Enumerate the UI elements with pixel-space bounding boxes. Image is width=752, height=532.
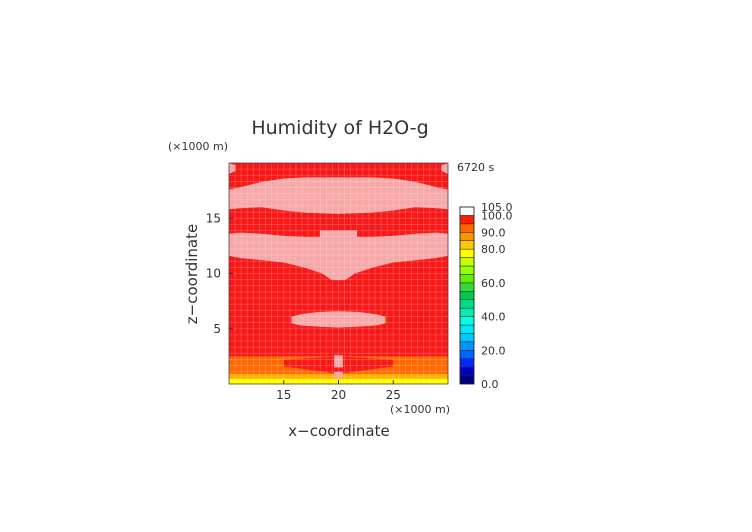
- colorbar-band: [459, 215, 475, 225]
- colorbar-tick-label: 100.0: [481, 209, 513, 222]
- colorbar-band: [459, 324, 475, 334]
- colorbar-band: [459, 299, 475, 309]
- x-tick-label: 25: [386, 388, 401, 402]
- supersaturated-middle-band: [229, 230, 448, 281]
- x-tick-label: 20: [331, 388, 346, 402]
- x-axis-label: x−coordinate: [288, 422, 389, 440]
- colorbar-band: [459, 240, 475, 250]
- colorbar-band: [459, 366, 475, 376]
- colorbar-band: [459, 282, 475, 292]
- y-tick-label: 10: [206, 267, 221, 281]
- colorbar-band: [459, 223, 475, 233]
- colorbar-tick-label: 20.0: [481, 344, 506, 357]
- colorbar-band: [459, 350, 475, 359]
- colorbar-tick-label: 105.0: [481, 201, 513, 214]
- colorbar-tick-label: 0.0: [481, 378, 499, 391]
- colorbar-band: [459, 307, 475, 317]
- colorbar-band: [459, 316, 475, 326]
- central-column-notch: [327, 367, 350, 372]
- central-column: [334, 355, 343, 378]
- colorbar-band: [459, 257, 475, 267]
- supersaturated-upper-band: [229, 177, 448, 214]
- colorbar-band: [459, 341, 475, 351]
- colorbar-tick-label: 40.0: [481, 311, 506, 324]
- axes: 15 20 25 5 10 15: [206, 162, 449, 402]
- supersaturated-lower-band: [291, 311, 386, 328]
- colorbar-band: [459, 274, 475, 284]
- colorbar-tick-label: 60.0: [481, 277, 506, 290]
- x-tick-label: 15: [276, 388, 291, 402]
- y-tick-label: 5: [213, 322, 221, 336]
- colorbar-band: [459, 232, 475, 241]
- y-unit-label: (×1000 m): [168, 140, 228, 153]
- colorbar-band: [459, 358, 475, 368]
- colorbar-frame: [459, 206, 475, 385]
- x-unit-label: (×1000 m): [390, 403, 450, 416]
- chart-title: Humidity of H2O-g: [251, 117, 428, 139]
- colorbar-band: [459, 291, 475, 300]
- colorbar-tick-label: 90.0: [481, 226, 506, 239]
- colorbar-band: [459, 375, 475, 385]
- colorbar-band: [459, 206, 475, 216]
- plot-area: [229, 163, 448, 384]
- y-tick-label: 15: [206, 211, 221, 225]
- y-axis-label: z−coordinate: [183, 224, 201, 324]
- top-right-cap: [441, 163, 448, 175]
- time-label: 6720 s: [457, 161, 494, 174]
- colorbar-band: [459, 333, 475, 343]
- colorbar-tick-label: 80.0: [481, 243, 506, 256]
- colorbar-band: [459, 248, 475, 258]
- top-left-cap: [229, 163, 236, 175]
- colorbar-band: [459, 265, 475, 275]
